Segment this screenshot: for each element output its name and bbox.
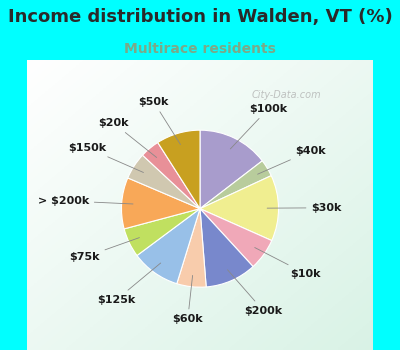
Wedge shape — [124, 209, 200, 256]
Wedge shape — [200, 209, 253, 287]
Text: $30k: $30k — [267, 203, 342, 213]
Wedge shape — [177, 209, 206, 287]
Wedge shape — [200, 130, 262, 209]
Text: $150k: $150k — [68, 143, 144, 173]
Text: $60k: $60k — [172, 275, 203, 324]
Wedge shape — [200, 209, 272, 267]
Wedge shape — [142, 142, 200, 209]
Text: $20k: $20k — [98, 118, 157, 158]
Wedge shape — [122, 178, 200, 229]
Wedge shape — [200, 161, 271, 209]
Wedge shape — [200, 176, 278, 240]
Text: City-Data.com: City-Data.com — [252, 90, 321, 100]
Wedge shape — [137, 209, 200, 284]
Text: $40k: $40k — [258, 146, 326, 174]
Text: > $200k: > $200k — [38, 196, 133, 206]
Wedge shape — [128, 155, 200, 209]
Text: Multirace residents: Multirace residents — [124, 42, 276, 56]
Text: Income distribution in Walden, VT (%): Income distribution in Walden, VT (%) — [8, 8, 392, 26]
Text: $50k: $50k — [138, 97, 180, 145]
Text: $100k: $100k — [230, 104, 288, 149]
Wedge shape — [158, 130, 200, 209]
Text: $200k: $200k — [228, 270, 283, 316]
Text: $10k: $10k — [255, 247, 321, 279]
Text: $75k: $75k — [69, 238, 140, 262]
Text: $125k: $125k — [97, 263, 161, 305]
